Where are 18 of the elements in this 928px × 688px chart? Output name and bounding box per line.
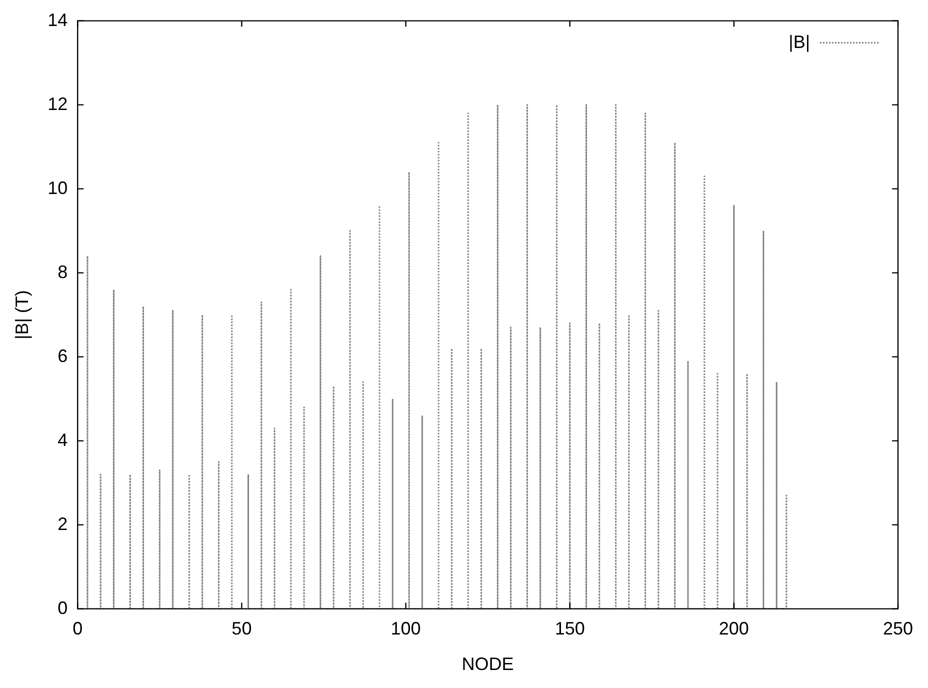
y-tick-label: 2 [58,514,68,534]
y-axis-title: |B| (T) [12,290,32,340]
y-tick-label: 10 [48,178,68,198]
x-tick-label: 200 [718,618,749,639]
x-tick-label: 0 [72,618,83,639]
y-tick-label: 6 [58,346,68,366]
x-tick-label: 250 [882,618,914,639]
y-tick-label: 12 [48,94,68,114]
y-tick-label: 4 [58,430,68,450]
legend-label: |B| [788,32,810,52]
y-tick-label: 0 [58,598,68,618]
y-tick-label: 14 [48,10,68,30]
x-axis-title: NODE [462,654,514,674]
line-series [86,104,788,609]
x-tick-label: 50 [232,618,252,639]
x-tick-label: 150 [554,618,585,639]
y-tick-label: 8 [58,262,68,282]
x-tick-label: 100 [390,618,421,639]
